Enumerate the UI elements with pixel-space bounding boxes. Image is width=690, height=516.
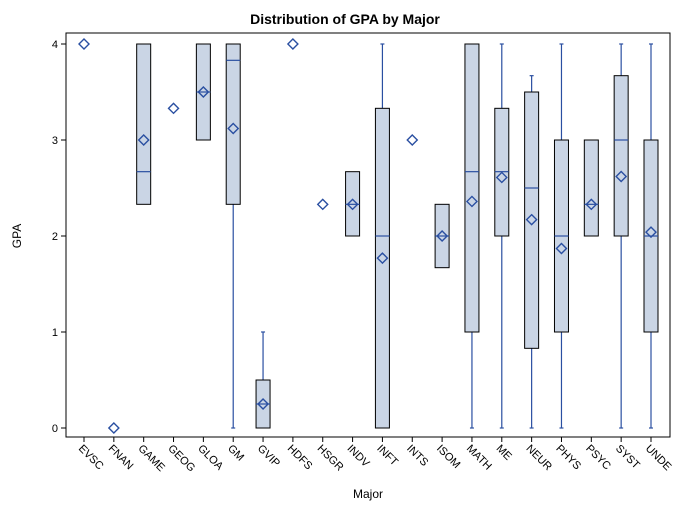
plot-border — [65, 32, 671, 438]
x-tick-label: EVSC — [76, 443, 106, 473]
mean-marker — [495, 171, 508, 184]
chart-title: Distribution of GPA by Major — [250, 11, 440, 27]
iqr-box — [613, 75, 629, 237]
x-tick-label: GAME — [136, 443, 167, 474]
mean-marker — [167, 102, 180, 115]
box-math — [464, 43, 480, 429]
x-tick-label: HDFS — [285, 443, 315, 473]
x-tick-label: GEOG — [165, 443, 197, 475]
x-tick-label: FNAN — [106, 443, 136, 473]
mean-marker — [316, 198, 329, 211]
box-inft — [374, 43, 390, 429]
x-tick-label: UNDE — [643, 443, 674, 474]
y-axis-label: GPA — [10, 224, 24, 248]
mean-marker — [346, 198, 359, 211]
x-tick-label: NEUR — [524, 443, 555, 474]
mean-marker — [585, 198, 598, 211]
mean-marker — [197, 86, 210, 98]
box-gloa — [195, 43, 211, 141]
iqr-box — [374, 107, 390, 429]
x-tick-label: INTS — [404, 443, 430, 469]
box-syst — [613, 43, 629, 429]
mean-marker — [286, 38, 299, 50]
y-tick-label: 0 — [52, 423, 58, 435]
x-tick-label: PSYC — [583, 443, 613, 473]
box-gm — [225, 43, 241, 429]
x-tick-label: MATH — [464, 443, 494, 473]
x-tick-label: GM — [225, 443, 246, 464]
mean-marker — [615, 170, 628, 183]
mean-marker — [227, 122, 240, 135]
box-evsc — [78, 38, 90, 50]
mean-marker — [525, 213, 538, 226]
box-geog — [167, 102, 180, 115]
iqr-box — [524, 91, 540, 349]
y-tick-label: 3 — [52, 135, 58, 147]
box-psyc — [583, 139, 599, 237]
mean-marker — [78, 38, 90, 50]
iqr-box — [583, 139, 599, 237]
box-unde — [643, 43, 659, 429]
x-tick-label: PHYS — [553, 443, 583, 473]
plot-area — [65, 32, 671, 438]
box-game — [136, 43, 152, 205]
x-tick-label: ISOM — [434, 443, 462, 471]
x-axis-label: Major — [353, 487, 383, 501]
box-hsgr — [316, 198, 329, 211]
box-me — [494, 43, 510, 429]
mean-marker — [107, 422, 120, 434]
box-indv — [345, 171, 361, 237]
y-tick-label: 4 — [52, 39, 58, 51]
y-tick-label: 1 — [52, 327, 58, 339]
mean-marker — [555, 242, 568, 255]
box-isom — [434, 203, 450, 269]
x-tick-label: GLOA — [195, 443, 226, 474]
box-ints — [406, 134, 419, 146]
box-fnan — [107, 422, 120, 434]
x-tick-label: INFT — [374, 443, 400, 469]
x-tick-label: INDV — [344, 443, 372, 471]
x-tick-label: HSGR — [315, 443, 346, 474]
x-tick-label: GVIP — [255, 443, 282, 470]
mean-marker — [465, 195, 478, 208]
mean-marker — [645, 226, 657, 239]
mean-marker — [406, 134, 419, 146]
y-tick-label: 2 — [52, 231, 58, 243]
iqr-box — [464, 43, 480, 333]
box-gvip — [255, 331, 271, 429]
mean-marker — [436, 230, 449, 242]
mean-marker — [257, 398, 270, 410]
mean-marker — [376, 252, 389, 265]
box-series — [78, 38, 659, 434]
x-tick-label: SYST — [613, 443, 642, 472]
box-hdfs — [286, 38, 299, 50]
x-tick-label: ME — [494, 443, 514, 463]
mean-marker — [137, 134, 150, 146]
iqr-box — [136, 43, 152, 205]
y-axis: 0 1 2 3 4 — [52, 39, 66, 435]
box-neur — [524, 75, 540, 429]
box-phys — [553, 43, 569, 429]
